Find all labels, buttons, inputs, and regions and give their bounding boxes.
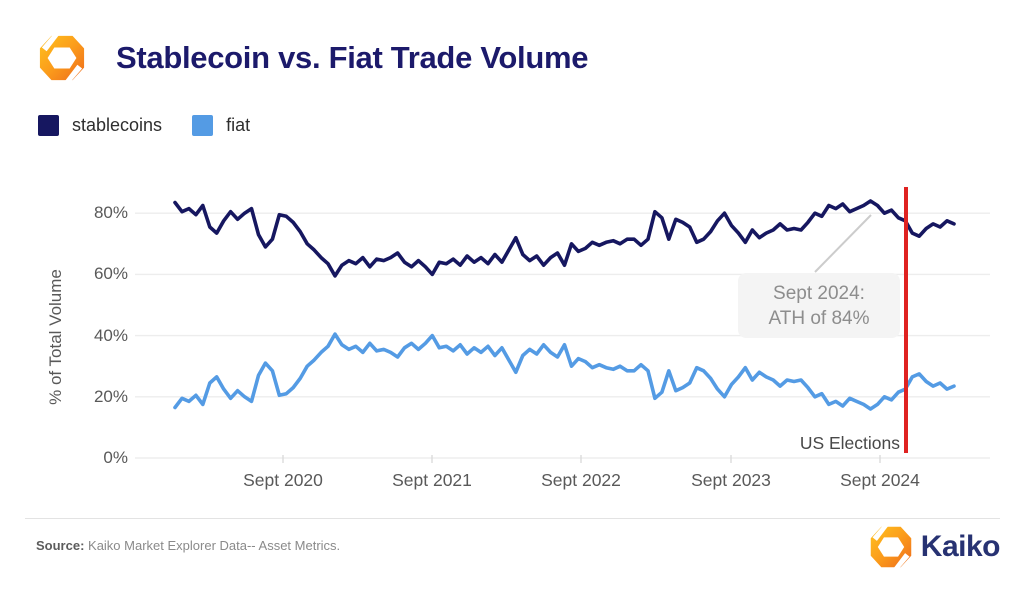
source-label: Source:	[36, 538, 85, 553]
y-tick-label: 20%	[93, 386, 128, 406]
x-tick-label: Sept 2022	[541, 470, 621, 490]
x-tick-label: Sept 2021	[392, 470, 472, 490]
us-elections-label: US Elections	[799, 433, 900, 453]
x-tick-label: Sept 2020	[243, 470, 323, 490]
ath-annotation-line1: Sept 2024:	[773, 282, 865, 304]
ath-annotation: Sept 2024: ATH of 84%	[738, 273, 900, 338]
legend-label-fiat: fiat	[226, 115, 251, 135]
y-tick-label: 60%	[93, 264, 128, 284]
legend-label-stablecoins: stablecoins	[72, 115, 163, 135]
fiat-swatch	[192, 115, 214, 136]
legend-item-fiat: fiat	[192, 115, 250, 136]
ath-annotation-line2: ATH of 84%	[768, 307, 870, 329]
y-tick-label: 0%	[103, 448, 128, 467]
y-tick-label: 80%	[93, 203, 128, 223]
x-tick-label: Sept 2023	[691, 470, 771, 490]
y-axis-title: % of Total Volume	[46, 269, 65, 405]
brand-footer: Kaiko	[869, 524, 1001, 570]
stablecoins-swatch	[38, 115, 59, 136]
footer-divider	[25, 518, 1000, 519]
y-tick-label: 40%	[93, 325, 128, 345]
kaiko-logo-icon	[39, 33, 85, 83]
brand-wordmark: Kaiko	[920, 530, 1001, 563]
legend-item-stablecoins: stablecoins	[38, 115, 162, 136]
source-text: Source: Kaiko Market Explorer Data-- Ass…	[36, 538, 341, 553]
header: Stablecoin vs. Fiat Trade Volume	[38, 32, 588, 84]
page-title: Stablecoin vs. Fiat Trade Volume	[116, 40, 589, 75]
kaiko-logo-icon	[870, 524, 912, 570]
legend: stablecoins fiat	[38, 115, 250, 136]
x-tick-label: Sept 2024	[840, 470, 920, 490]
